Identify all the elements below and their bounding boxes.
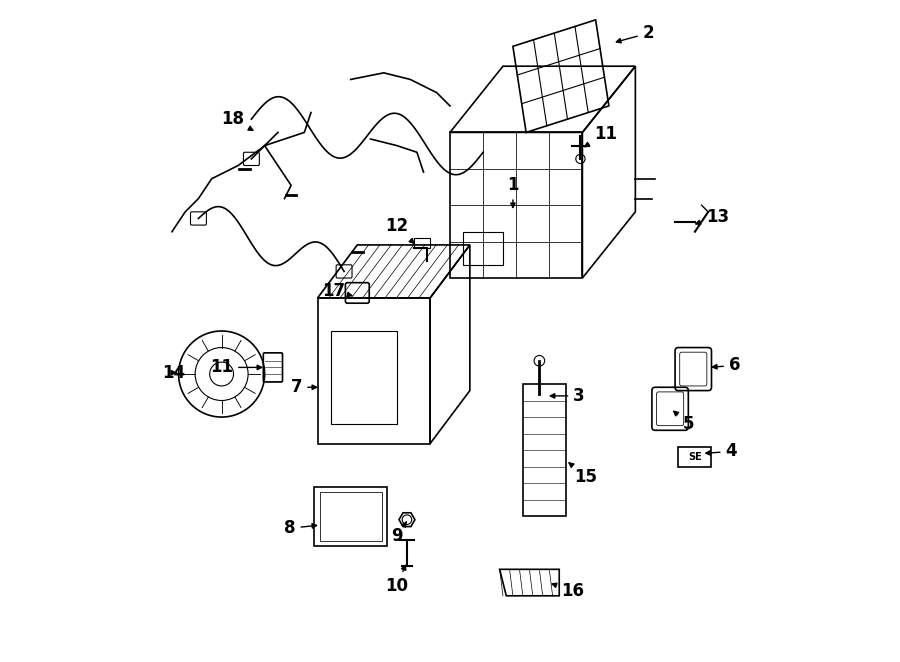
Text: 17: 17 [322,282,352,301]
Text: 7: 7 [291,378,317,397]
Text: 10: 10 [385,565,409,595]
Text: 6: 6 [713,356,741,375]
Text: 1: 1 [507,176,518,207]
Text: SE: SE [688,451,702,462]
Text: 18: 18 [221,110,253,130]
Text: 5: 5 [674,411,694,433]
Text: 3: 3 [550,387,585,405]
Text: 2: 2 [616,24,654,43]
Text: 14: 14 [162,363,184,382]
Text: 12: 12 [385,217,414,243]
Text: 13: 13 [696,208,730,226]
Text: 11: 11 [585,124,617,147]
Text: 9: 9 [392,522,407,545]
Text: 8: 8 [284,519,317,538]
Text: 11: 11 [210,358,262,377]
Text: 16: 16 [552,581,584,600]
Text: 15: 15 [569,463,598,486]
Text: 4: 4 [706,442,737,461]
